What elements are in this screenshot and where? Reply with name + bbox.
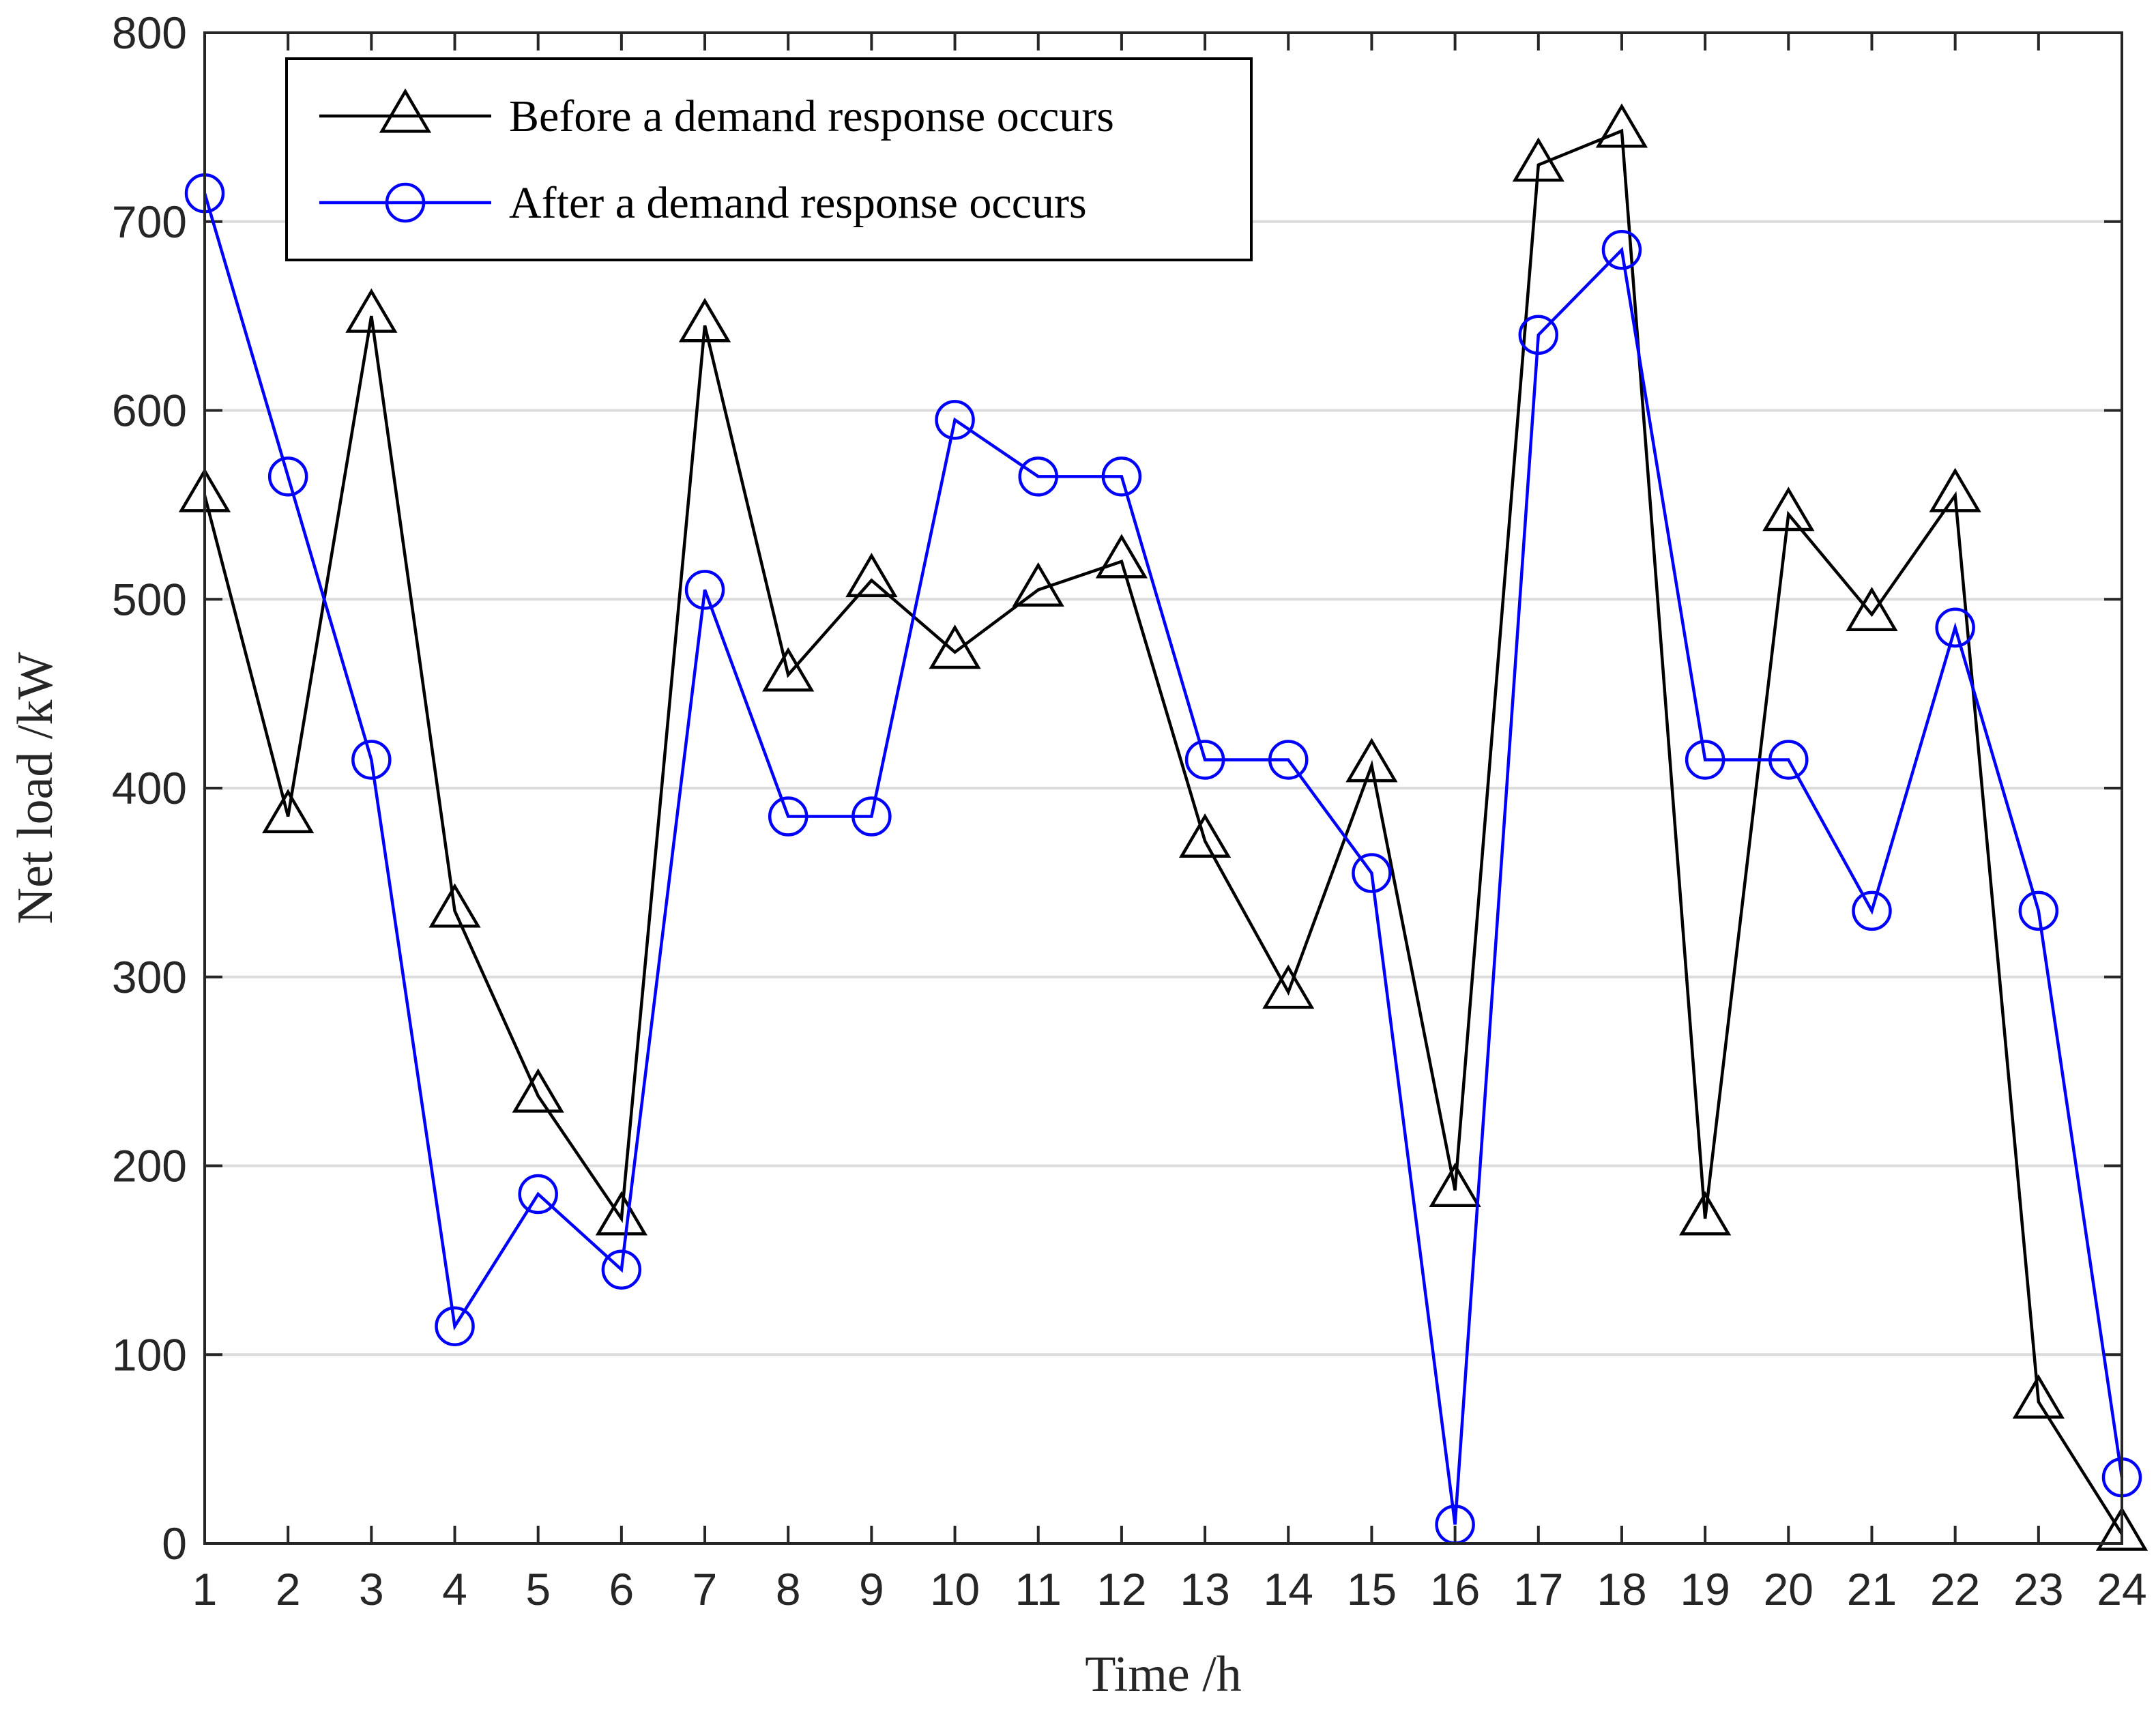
x-tick-label: 18 xyxy=(1597,1564,1646,1614)
x-tick-label: 11 xyxy=(1015,1564,1062,1614)
data-point xyxy=(1345,738,1398,783)
y-tick-label: 200 xyxy=(112,1141,187,1191)
y-tick-label: 300 xyxy=(112,952,187,1002)
data-point xyxy=(684,570,725,610)
data-point xyxy=(1595,103,1648,148)
data-point xyxy=(1352,853,1392,893)
y-axis-title: Net load /kW xyxy=(8,652,63,925)
data-point xyxy=(1679,1191,1732,1236)
y-tick-label: 100 xyxy=(112,1329,187,1380)
data-point xyxy=(435,1306,475,1346)
legend-item-2: After a demand response occurs xyxy=(319,178,1087,228)
data-point xyxy=(428,883,481,928)
x-tick-label: 7 xyxy=(693,1564,718,1614)
y-tick-label: 800 xyxy=(112,8,187,58)
y-tick-label: 600 xyxy=(112,386,187,436)
data-point xyxy=(512,1068,564,1113)
data-point xyxy=(518,1174,558,1215)
series-2-line xyxy=(203,192,2124,1525)
data-point xyxy=(762,647,815,692)
legend-label: After a demand response occurs xyxy=(509,178,1087,228)
data-point xyxy=(1101,456,1142,497)
data-point xyxy=(1768,740,1809,780)
data-point xyxy=(1518,315,1559,356)
data-point xyxy=(1012,562,1064,607)
x-tick-label: 23 xyxy=(2013,1564,2063,1614)
x-tick-label: 3 xyxy=(359,1564,384,1614)
legend: Before a demand response occurs After a d… xyxy=(285,57,1253,261)
data-point xyxy=(851,796,892,837)
data-point xyxy=(1601,230,1642,270)
data-point xyxy=(1268,740,1309,780)
grid-lines xyxy=(205,220,2122,1356)
data-point xyxy=(1512,137,1564,182)
legend-item-1: Before a demand response occurs xyxy=(319,88,1114,141)
data-point xyxy=(1429,1163,1481,1208)
data-point xyxy=(345,288,398,333)
plot-frame xyxy=(203,31,2123,1545)
y-tick-labels: 0 100 200 300 400 500 600 700 800 xyxy=(112,8,187,1569)
data-point xyxy=(351,740,392,780)
data-point xyxy=(768,796,808,837)
x-axis-title: Time /h xyxy=(1085,1646,1242,1702)
data-point xyxy=(1846,586,1898,631)
data-point xyxy=(845,553,898,598)
data-point xyxy=(1018,456,1058,497)
x-tick-label: 10 xyxy=(930,1564,980,1614)
y-tick-label: 700 xyxy=(112,197,187,247)
data-point xyxy=(1184,740,1225,780)
legend-label: Before a demand response occurs xyxy=(509,91,1114,141)
data-point xyxy=(1262,964,1315,1009)
data-point xyxy=(1095,534,1148,579)
data-point xyxy=(2018,890,2059,931)
data-point xyxy=(1935,607,1975,648)
y-tick-label: 0 xyxy=(162,1518,187,1569)
x-tick-labels: 1 2 3 4 5 6 7 8 9 10 11 12 13 14 15 16 17 18 19 20 21 22 23 24 xyxy=(192,1564,2147,1614)
x-tick-label: 13 xyxy=(1180,1564,1229,1614)
x-tick-label: 16 xyxy=(1430,1564,1480,1614)
data-point xyxy=(1178,813,1232,858)
x-tick-label: 24 xyxy=(2097,1564,2146,1614)
x-tick-label: 6 xyxy=(609,1564,635,1614)
data-point xyxy=(601,1249,642,1290)
x-tick-label: 21 xyxy=(1847,1564,1897,1614)
data-point xyxy=(678,298,731,343)
circle-marker-icon xyxy=(385,182,426,223)
data-point xyxy=(1929,467,1981,512)
x-tick-label: 19 xyxy=(1680,1564,1730,1614)
x-tick-label: 20 xyxy=(1764,1564,1813,1614)
x-tick-label: 17 xyxy=(1513,1564,1563,1614)
data-point xyxy=(1685,740,1725,780)
y-tick-label: 400 xyxy=(112,763,187,813)
data-point xyxy=(1852,890,1892,931)
data-point xyxy=(935,400,975,440)
series-1 xyxy=(178,103,2148,1551)
data-point xyxy=(2095,1506,2148,1551)
legend-box xyxy=(285,57,1253,261)
x-tick-label: 15 xyxy=(1347,1564,1397,1614)
x-tick-label: 14 xyxy=(1264,1564,1313,1614)
data-point xyxy=(929,624,981,669)
x-tick-label: 22 xyxy=(1930,1564,1980,1614)
x-tick-label: 2 xyxy=(276,1564,301,1614)
data-point xyxy=(262,789,315,834)
x-tick-label: 5 xyxy=(525,1564,551,1614)
data-point xyxy=(267,456,308,497)
x-tick-label: 4 xyxy=(442,1564,467,1614)
y-tick-label: 500 xyxy=(112,574,187,624)
x-tick-label: 1 xyxy=(192,1564,218,1614)
data-point xyxy=(1762,487,1815,532)
data-point xyxy=(2012,1374,2065,1419)
x-tick-label: 8 xyxy=(776,1564,801,1614)
data-point xyxy=(595,1191,647,1236)
triangle-marker-icon xyxy=(379,88,432,133)
x-tick-label: 9 xyxy=(859,1564,884,1614)
x-tick-label: 12 xyxy=(1096,1564,1146,1614)
